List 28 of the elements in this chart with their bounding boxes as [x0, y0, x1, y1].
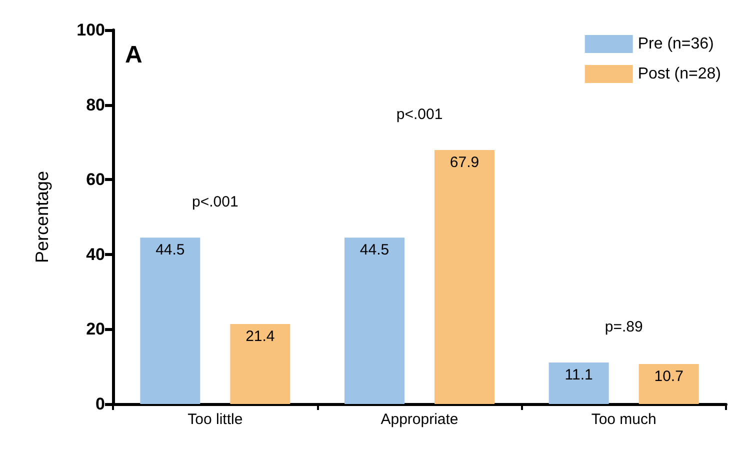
- y-tick-label: 60: [86, 170, 105, 190]
- y-tick-label: 100: [76, 20, 105, 40]
- bar: [344, 238, 404, 404]
- bar: [140, 238, 200, 404]
- bar: [230, 324, 290, 404]
- annotation: p<.001: [192, 194, 238, 211]
- data-label: 44.5: [360, 242, 390, 259]
- legend-label: Post (n=28): [638, 66, 721, 82]
- bar: [548, 362, 609, 404]
- x-tick-label: Too little: [188, 411, 243, 428]
- bar: [434, 150, 494, 404]
- y-tick-label: 80: [86, 95, 105, 114]
- bar: [638, 364, 699, 404]
- y-tick-label: 20: [86, 320, 105, 339]
- data-label: 11.1: [564, 366, 593, 384]
- x-tick-label: Too much: [591, 411, 656, 428]
- annotation: p=.89: [604, 318, 643, 336]
- annotation: p<.001: [396, 106, 443, 124]
- data-label: 21.4: [246, 328, 275, 345]
- x-tick-label: Appropriate: [380, 411, 458, 428]
- y-tick-label: 40: [86, 244, 105, 264]
- text: A: [125, 42, 142, 68]
- y-tick-label: 0: [96, 394, 105, 414]
- data-label: 44.5: [156, 242, 185, 259]
- data-label: 10.7: [654, 368, 684, 385]
- data-label: 67.9: [450, 154, 480, 172]
- y-axis-title: Percentage: [32, 170, 52, 264]
- legend-label: Pre (n=36): [638, 36, 714, 52]
